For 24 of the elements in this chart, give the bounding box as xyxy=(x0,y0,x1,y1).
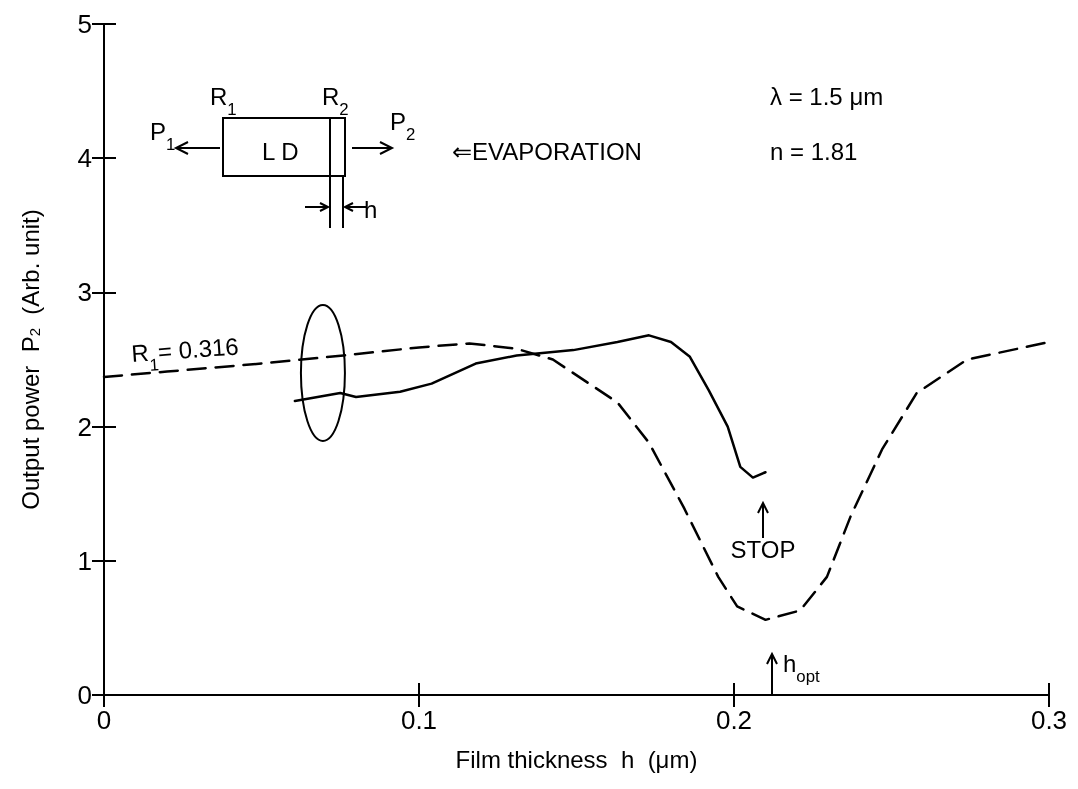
annotation: h xyxy=(364,196,378,223)
y-axis-title: Output power P2 (Arb. unit) xyxy=(16,209,44,510)
annotation: P$_{2}$ xyxy=(390,108,416,144)
annotation: n = 1.81 xyxy=(770,138,858,165)
annotation: λ = 1.5 μm xyxy=(770,83,884,110)
annotation: STOP xyxy=(730,536,796,563)
annotation: h$_{opt}$ xyxy=(783,650,821,686)
annotation: ⇐EVAPORATION xyxy=(452,138,642,165)
annotation: R$_{1}$= 0.316 xyxy=(130,332,240,375)
x-tick-label: 0.1 xyxy=(400,705,438,735)
x-tick-label: 0.3 xyxy=(1030,705,1068,735)
y-tick-label: 3 xyxy=(77,277,92,308)
y-tick-label: 0 xyxy=(77,680,92,710)
y-tick-label: 4 xyxy=(77,143,92,174)
annotation: R$_{1}$ xyxy=(210,83,237,119)
annotation: R$_{2}$ xyxy=(322,83,349,119)
x-tick-label: 0 xyxy=(96,705,112,735)
annotation: P$_{1}$ xyxy=(150,118,176,154)
y-tick-label: 5 xyxy=(77,9,92,39)
y-tick-label: 1 xyxy=(77,545,92,576)
x-axis-title: Film thickness h (μm) xyxy=(455,745,698,773)
y-tick-label: 2 xyxy=(77,411,92,442)
annotation: L D xyxy=(262,138,299,165)
x-tick-label: 0.2 xyxy=(715,705,753,735)
